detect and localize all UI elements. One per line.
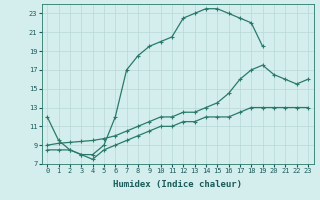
X-axis label: Humidex (Indice chaleur): Humidex (Indice chaleur) <box>113 180 242 189</box>
